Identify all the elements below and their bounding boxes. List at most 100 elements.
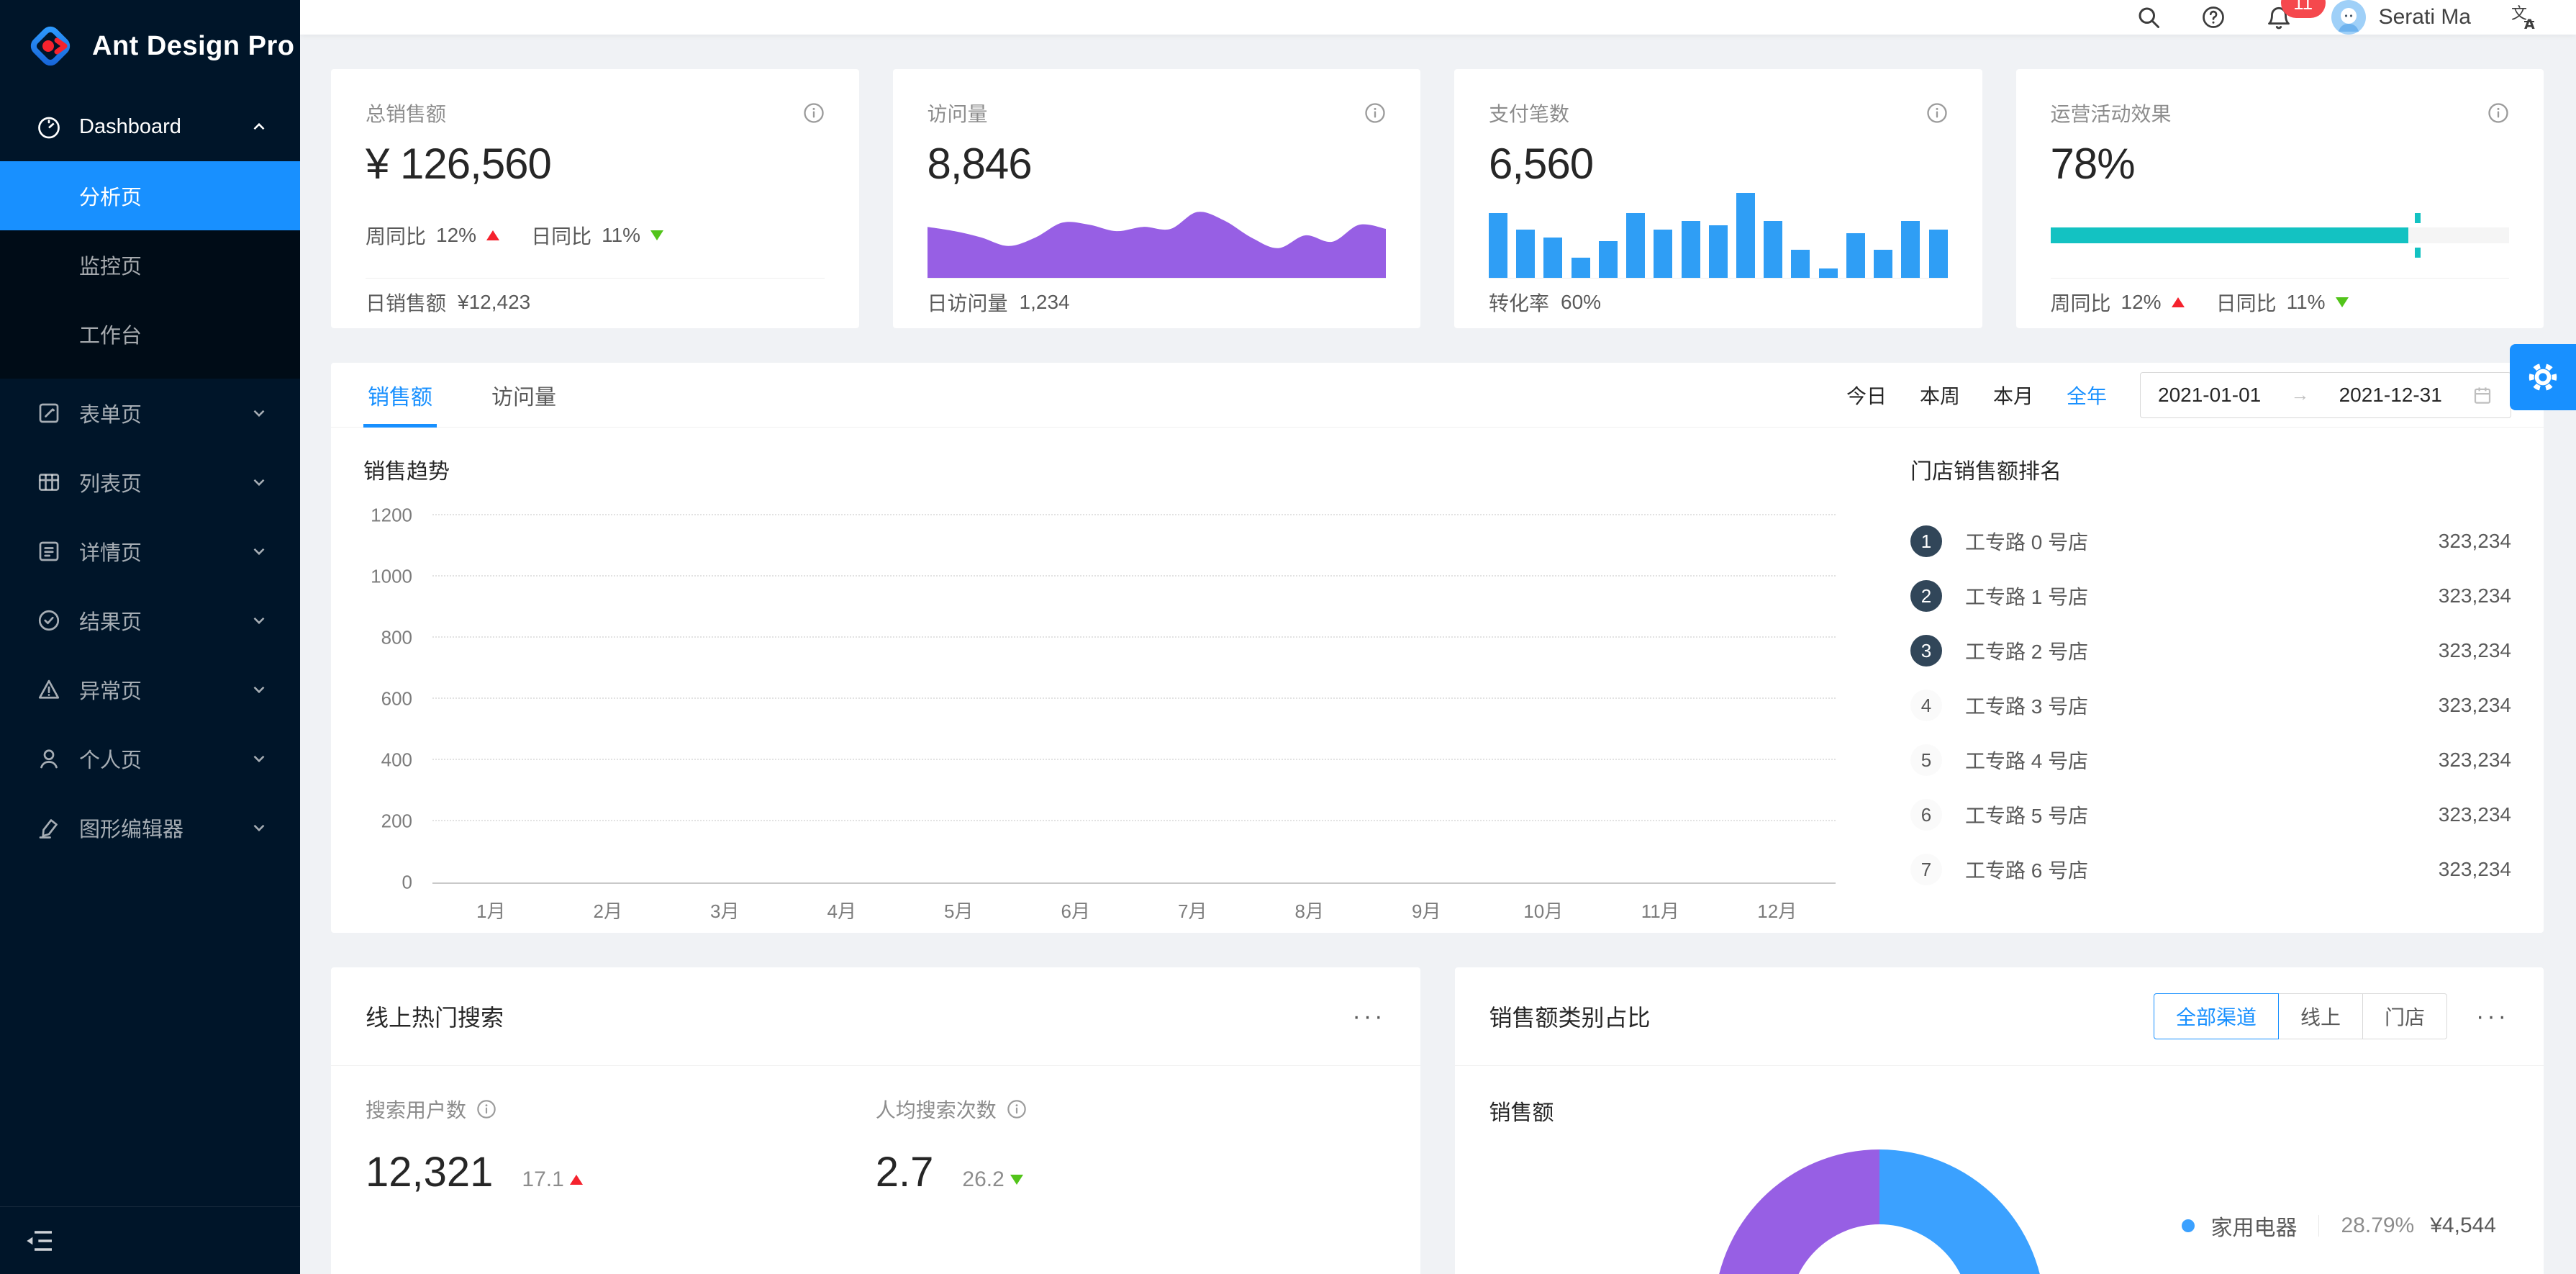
ellipsis-icon[interactable]: ··· (2476, 1003, 2509, 1030)
search-icon[interactable] (2136, 4, 2162, 30)
tab-visits[interactable]: 访问量 (491, 385, 556, 410)
range-week[interactable]: 本周 (1919, 384, 1960, 407)
range-month[interactable]: 本月 (1992, 384, 2033, 407)
app-logo-icon (27, 23, 73, 69)
info-icon[interactable] (803, 102, 825, 124)
date-range-picker[interactable]: 2021-01-01 → 2021-12-31 (2140, 371, 2511, 418)
card-value: 6,560 (1489, 140, 1594, 188)
progress-target-marker (2414, 213, 2421, 223)
legend-value: ¥4,544 (2430, 1214, 2496, 1237)
sidebar: Ant Design Pro Dashboard 分析页 监控页 工作台 表单页 (0, 0, 300, 1274)
menu-fold-icon[interactable] (26, 1228, 55, 1254)
question-circle-icon[interactable] (2200, 4, 2226, 30)
sidebar-item-result[interactable]: 结果页 (0, 586, 300, 655)
stat-cards-row: 总销售额 ¥ 126,560 周同比 12% 日同比 11% 日销售额 ¥12,423 (331, 69, 2544, 328)
user-icon (35, 746, 63, 772)
sidebar-item-workplace[interactable]: 工作台 (0, 299, 300, 369)
tab-sales[interactable]: 销售额 (363, 363, 437, 428)
sidebar-item-exception[interactable]: 异常页 (0, 655, 300, 724)
ranking-title: 门店销售额排名 (1910, 460, 2062, 484)
sidebar-item-editor[interactable]: 图形编辑器 (0, 793, 300, 862)
info-icon[interactable] (2487, 102, 2509, 124)
search-users-stat: 搜索用户数 12,321 17.1 (366, 1095, 876, 1196)
store-ranking-list: 1 工专路 0 号店 323,234 2 工专路 1 号店 323,234 3 工专路 2… (1910, 514, 2511, 897)
user-name: Serati Ma (2378, 5, 2471, 29)
sidebar-item-list[interactable]: 列表页 (0, 448, 300, 517)
legend-name: 家用电器 (2210, 1216, 2298, 1240)
notification-badge: 11 (2280, 0, 2326, 18)
visits-area-chart (927, 212, 1386, 278)
page-content: 总销售额 ¥ 126,560 周同比 12% 日同比 11% 日销售额 ¥12,423 (300, 35, 2576, 1274)
app-title: Ant Design Pro (92, 30, 295, 61)
top-header: 11 Serati Ma 文 A (300, 0, 2576, 35)
operation-progress-bar (2050, 213, 2509, 258)
legend-dot (2182, 1219, 2195, 1232)
calendar-icon (2472, 384, 2493, 406)
translate-icon[interactable]: 文 A (2510, 3, 2539, 32)
logo-row[interactable]: Ant Design Pro (0, 0, 300, 92)
date-end[interactable]: 2021-12-31 (2339, 383, 2442, 406)
store-ranking-section: 门店销售额排名 1 工专路 0 号店 323,234 2 工专路 1 号店 323,23… (1910, 453, 2511, 933)
ranking-row: 2 工专路 1 号店 323,234 (1910, 569, 2511, 623)
sidebar-item-analysis[interactable]: 分析页 (0, 161, 300, 230)
chevron-down-icon (250, 680, 268, 699)
card-total-sales: 总销售额 ¥ 126,560 周同比 12% 日同比 11% 日销售额 ¥12,423 (331, 69, 859, 328)
sales-card-header: 销售额 访问量 今日 本周 本月 全年 2021-01-01 → 2021-12… (331, 363, 2544, 428)
info-icon[interactable] (476, 1099, 496, 1119)
svg-text:A: A (2524, 17, 2535, 32)
progress-target-marker (2414, 248, 2421, 258)
sidebar-item-label: 表单页 (79, 404, 142, 427)
ranking-row: 6 工专路 5 号店 323,234 (1910, 787, 2511, 842)
card-visits: 访问量 8,846 日访问量 1,234 (892, 69, 1420, 328)
sidebar-item-monitor[interactable]: 监控页 (0, 230, 300, 299)
sidebar-item-label: 异常页 (79, 680, 142, 703)
form-icon (35, 400, 63, 426)
date-range-arrow: → (2290, 384, 2310, 405)
trend-chart-title: 销售趋势 (363, 460, 450, 484)
chevron-down-icon (250, 404, 268, 423)
warning-icon (35, 677, 63, 702)
ranking-row: 1 工专路 0 号店 323,234 (1910, 514, 2511, 569)
table-icon (35, 469, 63, 495)
caret-down-icon (1010, 1175, 1023, 1185)
sales-bar-chart: 0 200 400 600 800 1000 1200 1月 2月 3月 4月 5月 6月 7月 8月 9月… (363, 505, 1853, 923)
chevron-down-icon (250, 611, 268, 630)
check-circle-icon (35, 607, 63, 633)
ellipsis-icon[interactable]: ··· (1352, 1003, 1386, 1030)
sidebar-item-label: 工作台 (79, 325, 142, 348)
sales-trend-section: 销售趋势 0 200 400 600 800 1000 1200 1月 2月 3月 4月 5月 6月 7… (363, 453, 1853, 933)
sidebar-item-profile[interactable]: 详情页 (0, 517, 300, 586)
info-icon[interactable] (1364, 102, 1386, 124)
category-card-title: 销售额类别占比 (1489, 1005, 1651, 1031)
chevron-down-icon (250, 542, 268, 561)
date-start[interactable]: 2021-01-01 (2158, 383, 2262, 406)
info-icon[interactable] (1007, 1099, 1027, 1119)
card-title: 访问量 (927, 103, 988, 125)
sidebar-item-form[interactable]: 表单页 (0, 379, 300, 448)
theme-settings-button[interactable] (2510, 344, 2576, 410)
settings-gear-icon (2524, 358, 2562, 396)
sidebar-item-account[interactable]: 个人页 (0, 724, 300, 793)
card-payments: 支付笔数 6,560 转化率 60% (1454, 69, 1982, 328)
chevron-down-icon (250, 749, 268, 768)
radio-online[interactable]: 线上 (2278, 993, 2364, 1039)
radio-stores[interactable]: 门店 (2362, 993, 2448, 1039)
sidebar-item-label: Dashboard (79, 114, 181, 138)
radio-all-channels[interactable]: 全部渠道 (2153, 993, 2279, 1039)
chevron-up-icon (250, 117, 268, 136)
sidebar-item-label: 图形编辑器 (79, 818, 184, 841)
card-footer: 转化率 60% (1489, 291, 1602, 315)
card-footer: 周同比 12% 日同比 11% (2051, 279, 2510, 326)
range-today[interactable]: 今日 (1846, 384, 1887, 407)
sidebar-item-dashboard[interactable]: Dashboard (0, 92, 300, 161)
card-footer: 日销售额 ¥12,423 (366, 291, 531, 315)
info-icon[interactable] (1926, 102, 1948, 124)
user-menu[interactable]: Serati Ma (2331, 0, 2471, 35)
notification-bell-icon[interactable]: 11 (2265, 0, 2326, 31)
range-year[interactable]: 全年 (2066, 384, 2107, 407)
dashboard-submenu: 分析页 监控页 工作台 (0, 161, 300, 379)
card-value: 8,846 (927, 140, 1033, 188)
hot-search-title: 线上热门搜索 (366, 1005, 504, 1031)
channel-radio-group: 全部渠道 线上 门店 (2153, 993, 2448, 1039)
sales-category-card: 销售额类别占比 全部渠道 线上 门店 ··· 销售额 家用电器 (1454, 967, 2544, 1274)
